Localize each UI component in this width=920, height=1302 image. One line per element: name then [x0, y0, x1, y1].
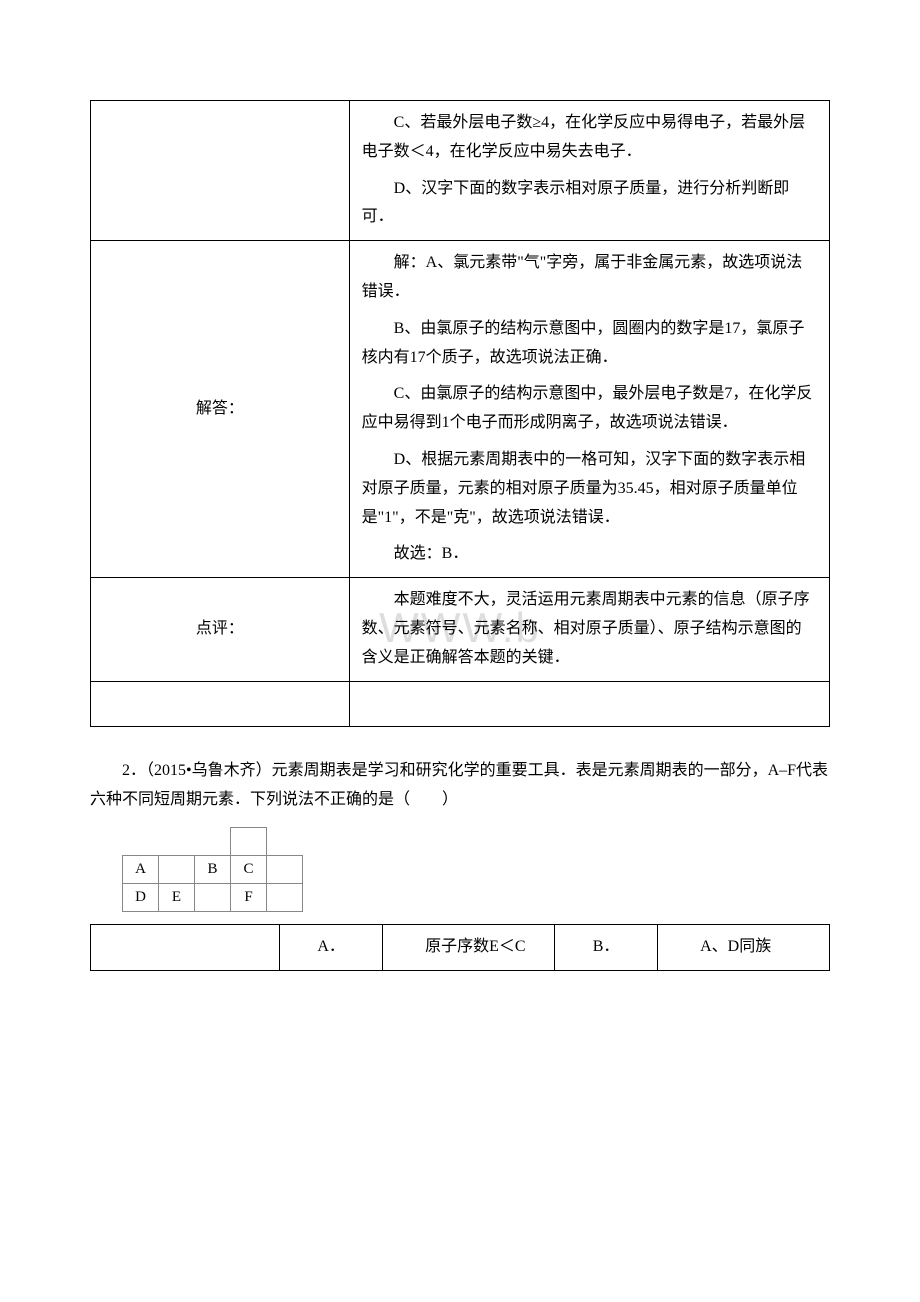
diagram-cell: A: [123, 855, 159, 883]
diagram-cell: C: [231, 855, 267, 883]
paragraph: D、汉字下面的数字表示相对原子质量，进行分析判断即可．: [362, 175, 817, 233]
paragraph: D、根据元素周期表中的一格可知，汉字下面的数字表示相对原子质量，元素的相对原子质…: [362, 446, 817, 532]
periodic-diagram: A B C D E F: [122, 827, 830, 912]
diagram-cell: [195, 883, 231, 911]
paragraph: 解：A、氯元素带"气"字旁，属于非金属元素，故选项说法错误．: [362, 249, 817, 307]
table-row-empty: [91, 681, 830, 727]
diagram-cell: [267, 883, 303, 911]
review-label: 点评：: [91, 578, 350, 681]
diagram-cell: E: [159, 883, 195, 911]
paragraph: 本题难度不大，灵活运用元素周期表中元素的信息（原子序数、元素符号、元素名称、相对…: [362, 586, 817, 672]
solution-content: 解：A、氯元素带"气"字旁，属于非金属元素，故选项说法错误． B、由氯原子的结构…: [349, 241, 829, 578]
analysis-label: [91, 101, 350, 241]
table-row: A． 原子序数E＜C B． A、D同族: [91, 924, 830, 970]
diagram-cell: B: [195, 855, 231, 883]
empty-cell: [91, 681, 350, 727]
diagram-cell: [231, 827, 267, 855]
question-text: 2．（2015•乌鲁木齐）元素周期表是学习和研究化学的重要工具．表是元素周期表的…: [90, 757, 830, 815]
options-table: A． 原子序数E＜C B． A、D同族: [90, 924, 830, 971]
solution-table: C、若最外层电子数≥4，在化学反应中易得电子，若最外层电子数＜4，在化学反应中易…: [90, 100, 830, 727]
review-content: 本题难度不大，灵活运用元素周期表中元素的信息（原子序数、元素符号、元素名称、相对…: [349, 578, 829, 681]
option-letter: B．: [555, 924, 658, 970]
paragraph: C、若最外层电子数≥4，在化学反应中易得电子，若最外层电子数＜4，在化学反应中易…: [362, 109, 817, 167]
paragraph: B、由氯原子的结构示意图中，圆圈内的数字是17，氯原子核内有17个质子，故选项说…: [362, 315, 817, 373]
solution-label: 解答：: [91, 241, 350, 578]
paragraph: C、由氯原子的结构示意图中，最外层电子数是7，在化学反应中易得到1个电子而形成阴…: [362, 380, 817, 438]
option-letter: A．: [280, 924, 383, 970]
table-row: 点评： 本题难度不大，灵活运用元素周期表中元素的信息（原子序数、元素符号、元素名…: [91, 578, 830, 681]
diagram-cell: F: [231, 883, 267, 911]
empty-cell: [349, 681, 829, 727]
diagram-cell: [267, 855, 303, 883]
diagram-cell: D: [123, 883, 159, 911]
option-text: 原子序数E＜C: [383, 924, 555, 970]
table-row: 解答： 解：A、氯元素带"气"字旁，属于非金属元素，故选项说法错误． B、由氯原…: [91, 241, 830, 578]
diagram-cell: [159, 855, 195, 883]
periodic-fragment-table: A B C D E F: [122, 827, 303, 912]
analysis-content: C、若最外层电子数≥4，在化学反应中易得电子，若最外层电子数＜4，在化学反应中易…: [349, 101, 829, 241]
paragraph: 故选：B．: [362, 540, 817, 569]
table-row: C、若最外层电子数≥4，在化学反应中易得电子，若最外层电子数＜4，在化学反应中易…: [91, 101, 830, 241]
empty-cell: [91, 924, 280, 970]
option-text: A、D同族: [658, 924, 830, 970]
